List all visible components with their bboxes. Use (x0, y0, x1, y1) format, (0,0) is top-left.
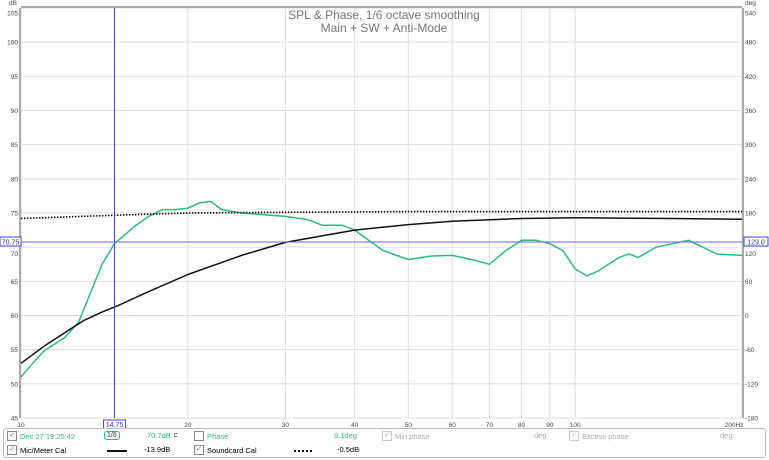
y2-tick-label: 180 (745, 211, 756, 218)
cursor-y-box (0, 236, 22, 247)
y-tick-label: 90 (11, 108, 19, 115)
y-tick-label: 55 (11, 347, 19, 354)
y2-tick-label: 120 (745, 251, 756, 258)
spl-unit: C (173, 432, 178, 439)
mic-cal-line-swatch (107, 450, 127, 452)
x-tick-label: 100 (570, 422, 581, 428)
soundcard-cal-line-swatch (294, 450, 312, 452)
measurement-timestamp: Dec 27 19:25:42 (20, 431, 76, 441)
series-mic-meter-cal (20, 217, 743, 364)
min-phase-checkbox[interactable]: ✓ (382, 431, 392, 441)
y2-tick-label: -180 (745, 416, 758, 423)
series-spl (20, 200, 743, 378)
y2-tick-label: 420 (745, 74, 756, 81)
mic-cal-value: -13.9dB (144, 445, 171, 454)
x-tick-label: 80 (518, 422, 526, 428)
mic-cal-checkbox[interactable]: ✓ (7, 445, 17, 455)
measurement-checkbox[interactable]: ✓ (7, 431, 17, 441)
legend-panel: ✓ Dec 27 19:25:42 1/6 70.7dB C Phase 9.1de… (3, 428, 766, 458)
x-tick-label: 60 (449, 422, 457, 428)
phase-label: Phase (207, 431, 229, 441)
x-tick-label: 30 (282, 422, 290, 428)
right-axis-bar (742, 8, 744, 418)
x-tick-label: 70 (486, 422, 494, 428)
spl-value: 70.7dB (147, 431, 171, 440)
cursor-x-box (103, 419, 127, 428)
y2-axis-label: deg (745, 0, 756, 7)
chart-title: SPL & Phase, 1/6 octave smoothing (288, 8, 480, 22)
y-tick-label: 75 (11, 211, 19, 218)
min-phase-label: Min phase (395, 431, 430, 441)
y2-tick-label: -120 (745, 381, 758, 388)
y-tick-label: 95 (11, 74, 19, 81)
cursor-x-label: 14.75 (106, 422, 124, 428)
excess-phase-label: Excess phase (582, 431, 629, 441)
excess-phase-unit: deg (720, 431, 733, 440)
x-tick-label: 40 (351, 422, 359, 428)
y2-tick-label: 60 (745, 279, 753, 286)
y2-tick-label: 480 (745, 40, 756, 47)
x-tick-label: 20 (184, 422, 192, 428)
cursor-y-label: 70.75 (2, 240, 20, 247)
cursor-y2-label: 129.0 (747, 240, 765, 247)
smoothing-badge[interactable]: 1/6 (104, 431, 120, 440)
y2-tick-label: 360 (745, 108, 756, 115)
soundcard-cal-value: -0.5dB (337, 445, 360, 454)
y2-tick-label: 300 (745, 142, 756, 149)
y-tick-label: 50 (11, 381, 19, 388)
y-tick-label: 45 (11, 416, 19, 423)
y-tick-label: 105 (7, 11, 18, 18)
y-axis-label: dB (9, 0, 17, 7)
x-tick-label: 10 (17, 422, 25, 428)
soundcard-cal-label: Soundcard Cal (207, 445, 257, 455)
y-tick-label: 70 (11, 251, 19, 258)
excess-phase-checkbox[interactable]: ✓ (569, 431, 579, 441)
min-phase-unit: deg (534, 431, 547, 440)
y-tick-label: 85 (11, 142, 19, 149)
mic-cal-label: Mic/Meter Cal (20, 445, 67, 455)
x-tick-label: 200Hz (725, 422, 744, 428)
y-tick-label: 65 (11, 279, 19, 286)
y-tick-label: 60 (11, 313, 19, 320)
series-soundcard-cal (20, 210, 742, 220)
y2-tick-label: 240 (745, 176, 756, 183)
top-axis-bar (21, 6, 742, 8)
y2-tick-label: 540 (745, 11, 756, 18)
y-tick-label: 80 (11, 176, 19, 183)
soundcard-cal-checkbox[interactable]: ✓ (194, 445, 204, 455)
spl-phase-chart: 45 50 55 60 65 70 75 80 85 90 95 100 105 -180 -120 -60 0… (0, 0, 769, 428)
phase-value: 9.1deg (334, 431, 357, 440)
y-tick-label: 100 (7, 40, 18, 47)
y2-tick-label: -60 (745, 347, 755, 354)
phase-checkbox[interactable] (194, 431, 204, 441)
x-tick-label: 90 (546, 422, 554, 428)
left-axis-bar (19, 8, 21, 418)
x-tick-label: 50 (405, 422, 413, 428)
y2-tick-label: 0 (745, 313, 749, 320)
chart-subtitle: Main + SW + Anti-Mode (321, 21, 448, 35)
cursor-y2-box (743, 236, 769, 247)
